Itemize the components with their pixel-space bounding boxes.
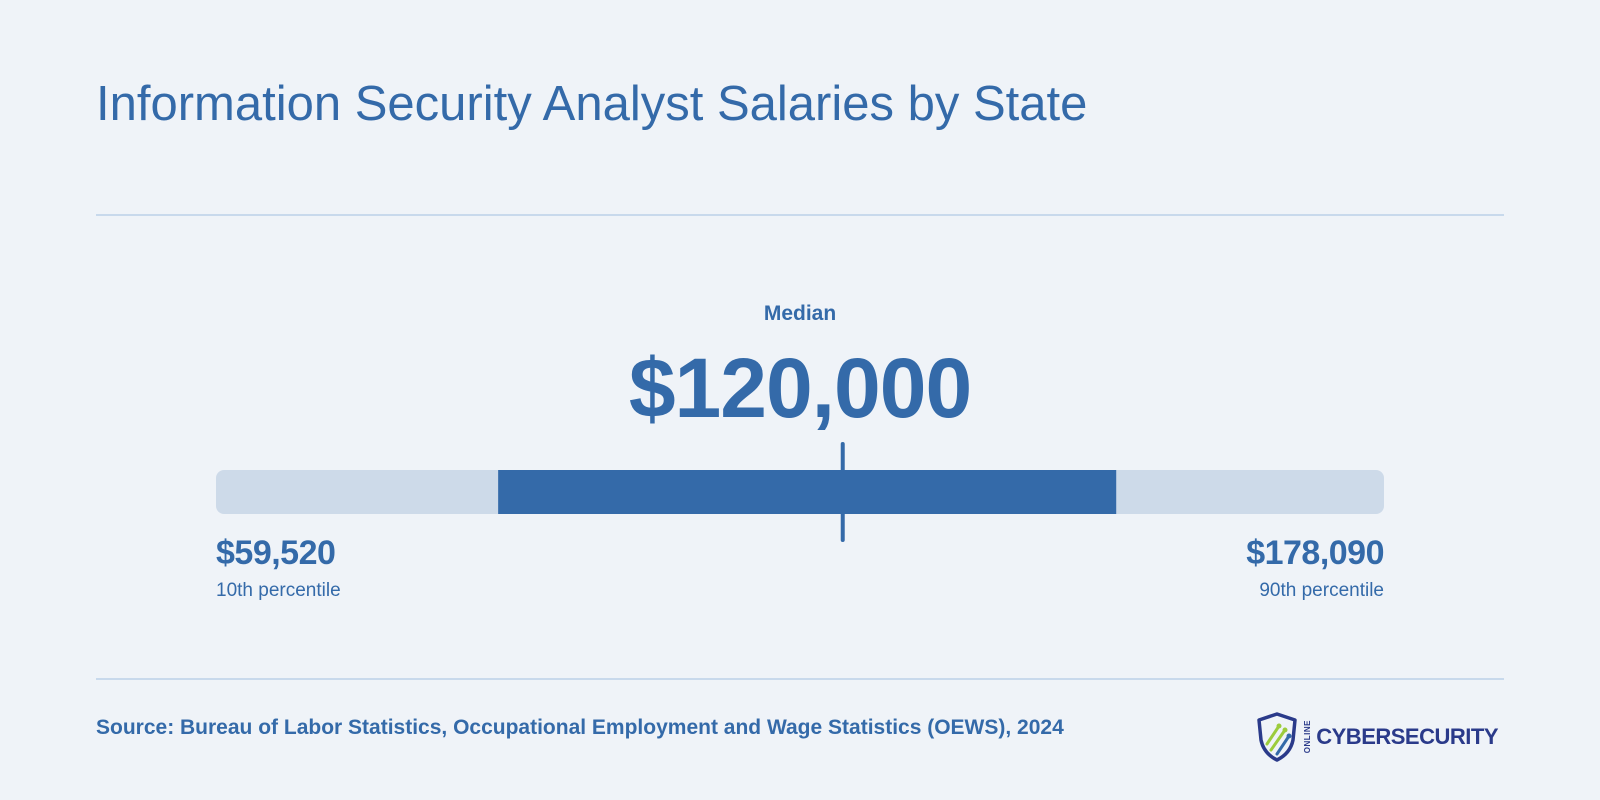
page-title: Information Security Analyst Salaries by… — [96, 77, 1088, 131]
logo-small-text: ONLINE — [1303, 720, 1313, 754]
source-note: Source: Bureau of Labor Statistics, Occu… — [96, 716, 1064, 739]
median-value: $120,000 — [628, 341, 972, 435]
p90-label: 90th percentile — [1259, 580, 1384, 601]
logo-word: CYBERSECURITY — [1316, 724, 1498, 749]
top-divider — [96, 214, 1504, 216]
shield-icon — [1257, 712, 1297, 762]
p90-value: $178,090 — [1246, 534, 1384, 572]
range-fill — [498, 470, 1117, 514]
p10-label: 10th percentile — [216, 580, 341, 601]
p10-value: $59,520 — [216, 534, 336, 572]
median-label: Median — [763, 302, 837, 325]
brand-logo: ONLINE CYBERSECURITY — [1255, 712, 1498, 762]
bottom-divider — [96, 678, 1504, 680]
